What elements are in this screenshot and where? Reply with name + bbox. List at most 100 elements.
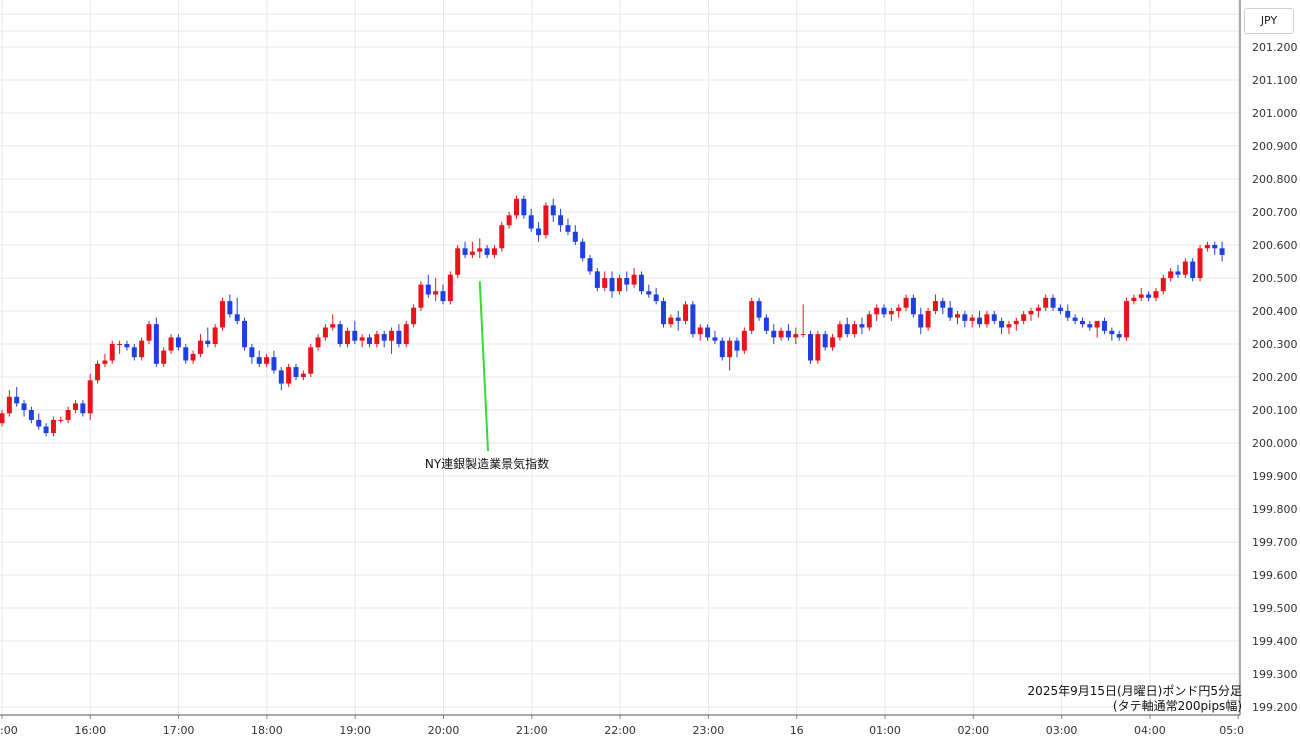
x-tick-label: 18:00 (251, 724, 283, 737)
candle (65, 406, 71, 424)
currency-badge[interactable]: JPY (1244, 8, 1294, 34)
candle-body (1212, 245, 1218, 249)
y-tick-label: 200.700 (1252, 206, 1298, 219)
candle (499, 221, 505, 252)
candle (888, 307, 894, 321)
candle (675, 311, 681, 331)
candle-body (36, 419, 42, 427)
candle-body (183, 347, 189, 361)
candle-body (396, 330, 402, 344)
candle (800, 304, 806, 338)
candle-body (131, 347, 137, 358)
y-tick-label: 199.300 (1252, 668, 1298, 681)
candle-body (80, 403, 86, 414)
candle (536, 221, 542, 242)
candle-body (580, 241, 586, 259)
candle-body (1124, 301, 1130, 338)
candle (1131, 294, 1137, 305)
candle-body (668, 317, 674, 325)
candle-body (991, 314, 997, 321)
candle (947, 301, 953, 321)
candle-body (6, 396, 12, 414)
y-tick-label: 200.400 (1252, 305, 1298, 318)
candle (337, 320, 343, 348)
candle-body (1116, 334, 1122, 338)
candle-body (984, 314, 990, 325)
candle (1204, 241, 1210, 252)
candle-body (859, 324, 865, 328)
candle-body (124, 344, 130, 348)
candle (1212, 241, 1218, 255)
candle-body (197, 340, 203, 354)
candle (999, 317, 1005, 335)
candle (1219, 241, 1225, 262)
candle (859, 317, 865, 335)
candle-body (315, 337, 321, 348)
candle-body (1138, 294, 1144, 298)
candle (205, 327, 211, 348)
candle-body (771, 330, 777, 338)
candle (190, 350, 196, 364)
candle-body (1006, 324, 1012, 328)
candle (197, 334, 203, 358)
y-tick-label: 200.300 (1252, 338, 1298, 351)
candle-body (1079, 320, 1085, 325)
x-tick-label: 22:00 (604, 724, 636, 737)
candle-body (205, 340, 211, 344)
candle (506, 212, 512, 229)
candle (146, 320, 152, 344)
candle-body (999, 320, 1005, 328)
candle (1006, 320, 1012, 335)
candle-body (433, 291, 439, 295)
candle (1102, 317, 1107, 335)
candle-body (785, 330, 791, 338)
candle-body (220, 301, 225, 328)
candle-body (499, 225, 505, 249)
y-tick-label: 200.000 (1252, 437, 1298, 450)
candle-body (14, 396, 20, 404)
candle-body (558, 215, 564, 226)
y-tick-label: 200.100 (1252, 404, 1298, 417)
candle (1094, 320, 1100, 338)
annotation-line (478, 281, 489, 452)
x-tick-label: 19:00 (339, 724, 371, 737)
x-tick-label: 04:00 (1134, 724, 1166, 737)
candle-body (175, 337, 181, 348)
x-tick-label: 05:0 (1219, 724, 1244, 737)
candle-body (271, 357, 277, 371)
candle-body (168, 337, 174, 351)
candle-body (491, 248, 497, 255)
candle (374, 330, 380, 348)
candle-body (1131, 297, 1137, 302)
candle-body (381, 334, 387, 341)
candle-body (389, 330, 395, 341)
candle (367, 334, 372, 348)
candle (514, 195, 519, 219)
candle (50, 416, 56, 437)
candle (220, 297, 225, 331)
candle (727, 337, 733, 371)
candle-body (1094, 320, 1100, 328)
candle (264, 353, 270, 368)
candle-body (705, 327, 711, 338)
candle (80, 400, 86, 417)
candle-body (528, 215, 534, 229)
candle-body (1028, 311, 1034, 315)
candle-body (837, 324, 843, 338)
candle-body (690, 304, 696, 335)
y-tick-label: 200.900 (1252, 140, 1298, 153)
candle-body (418, 284, 424, 308)
candle-body (572, 231, 578, 242)
candle-body (249, 347, 255, 358)
candle (242, 317, 248, 351)
candle (830, 334, 836, 351)
candle-body (322, 327, 328, 338)
candle-body (962, 314, 968, 321)
candle (36, 413, 42, 430)
candle (58, 416, 64, 424)
candle-body (1219, 248, 1225, 255)
candle (550, 198, 556, 222)
candle (991, 311, 997, 325)
candle (1043, 294, 1049, 311)
